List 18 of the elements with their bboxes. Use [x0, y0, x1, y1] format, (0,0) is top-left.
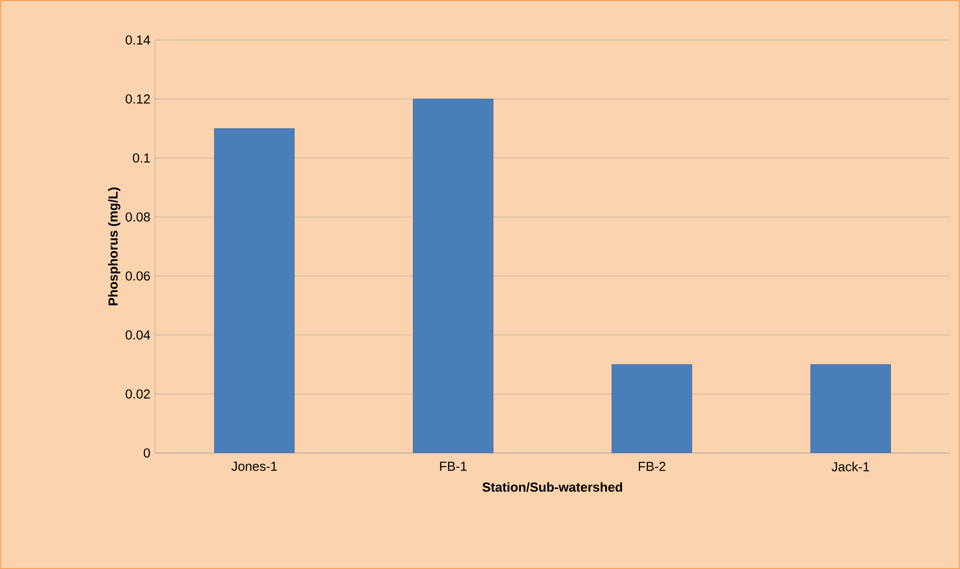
- x-tick-label: Jack-1: [832, 462, 870, 472]
- y-tick-label: 0.14: [126, 35, 150, 45]
- y-tick-label: 0: [144, 448, 150, 458]
- y-tick-label: 0.08: [126, 212, 150, 222]
- x-axis-title: Station/Sub-watershed: [482, 482, 622, 492]
- x-tick-label: FB-2: [638, 462, 666, 471]
- bar: [214, 128, 295, 453]
- bar: [810, 364, 891, 453]
- y-axis-title: Phosphorus (mg/L): [108, 188, 120, 306]
- x-tick-label: FB-1: [440, 462, 467, 471]
- x-tick-label: Jones-1: [231, 462, 277, 471]
- bar: [612, 364, 692, 453]
- y-tick-label: 0.12: [126, 94, 150, 104]
- bar: [412, 98, 494, 453]
- y-tick-label: 0.04: [126, 330, 150, 340]
- y-tick-label: 0.06: [126, 271, 150, 281]
- y-tick-label: 0.02: [126, 389, 150, 399]
- y-tick-label: 0.1: [132, 153, 150, 163]
